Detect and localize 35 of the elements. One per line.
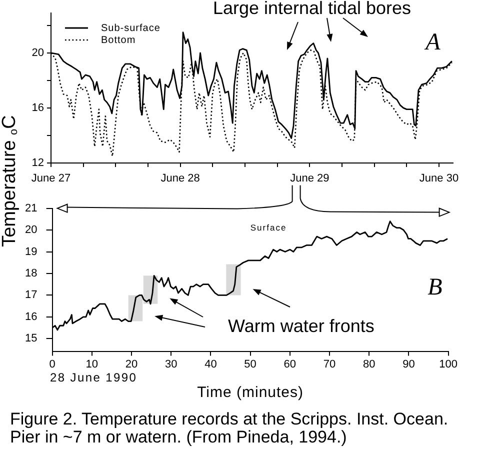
y-tick-label: 19 [25,246,38,258]
y-tick-label: 16 [25,310,38,323]
x-tick-label: June 29 [290,172,330,185]
legend-label: Bottom [101,34,136,46]
y-tick-label: 21 [25,202,38,214]
x-tick-label: 30 [164,358,178,370]
y-tick-label: 16 [32,102,44,114]
annotation: Large internal tidal bores [212,0,412,18]
x-tick-label: 40 [204,358,217,370]
x-tick-label: 100 [439,358,458,370]
x-tick-label: 70 [323,358,336,370]
x-tick-label: June 27 [31,172,71,185]
annotation: Warm water fronts [228,316,374,336]
x-tick-label: 50 [244,358,256,370]
x-tick-label: 20 [125,358,138,370]
x-tick-label: June 30 [419,172,459,185]
x-axis-title: Time (minutes) [197,384,304,401]
annotation: B [428,274,443,300]
text: 28 June 1990 [50,370,138,384]
x-tick-label: 60 [284,358,296,370]
caption: Figure 2. Temperature records at the Scripps. Inst. Ocean. Pier in ~7 m or watern. (From Pineda, 1994.) [10,410,448,447]
x-tick-label: 10 [86,358,98,370]
y-tick-label: 15 [25,332,38,345]
x-tick-label: 90 [402,358,415,370]
x-tick-label: June 28 [160,172,200,185]
x-tick-label: 0 [49,358,56,370]
y-tick-label: 12 [32,157,44,170]
legend-label: Sub-surface [101,22,160,34]
y-tick-label: 17 [25,289,38,302]
annotation: A [424,29,441,56]
y-tick-label: 20 [32,46,44,59]
y-tick-label: 18 [25,268,38,280]
text: Surface [250,222,287,233]
x-tick-label: 80 [362,358,376,370]
y-tick-label: 20 [25,224,38,236]
